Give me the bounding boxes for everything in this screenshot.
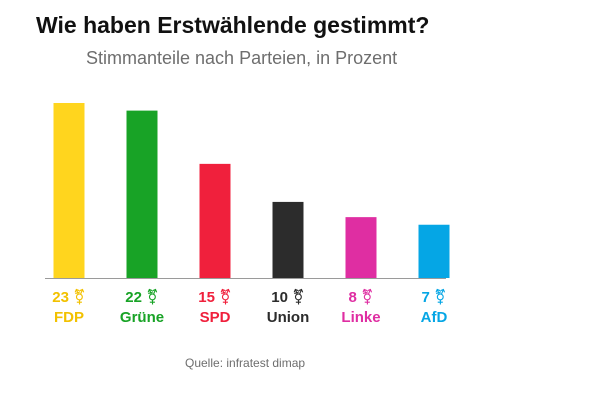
bar-grüne [126, 110, 158, 278]
category-label-spd: SPD [200, 309, 231, 326]
chart-subtitle: Stimmanteile nach Parteien, in Prozent [86, 48, 398, 68]
category-label-grüne: Grüne [120, 309, 164, 326]
value-label-grüne: 22 ⚧ [125, 288, 158, 306]
category-label-union: Union [267, 309, 310, 326]
bar-spd [199, 163, 231, 278]
value-label-linke: 8 ⚧ [348, 288, 373, 306]
category-label-afd: AfD [421, 309, 448, 326]
value-label-fdp: 23 ⚧ [52, 288, 85, 306]
value-label-afd: 7 ⚧ [421, 288, 446, 306]
bar-afd [418, 224, 450, 278]
category-label-fdp: FDP [54, 309, 84, 326]
bar-linke [345, 217, 377, 278]
value-label-union: 10 ⚧ [271, 288, 304, 306]
bar-union [272, 201, 304, 278]
bar-fdp [53, 103, 85, 278]
source-note: Quelle: infratest dimap [185, 356, 306, 370]
value-label-spd: 15 ⚧ [198, 288, 231, 306]
chart-title: Wie haben Erstwählende gestimmt? [36, 12, 430, 38]
category-label-linke: Linke [341, 309, 380, 326]
